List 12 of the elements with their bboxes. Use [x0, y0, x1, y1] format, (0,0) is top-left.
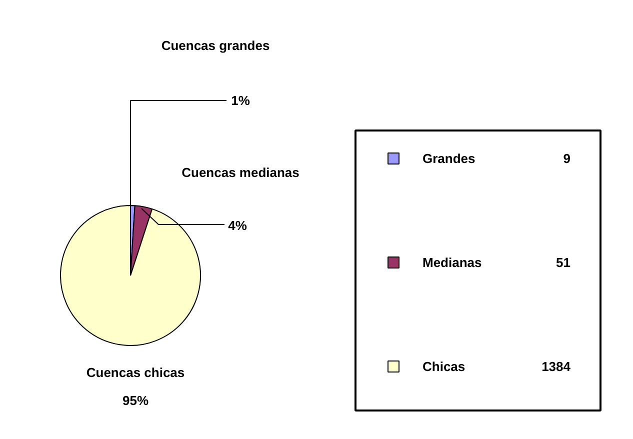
- legend-label: Medianas: [422, 255, 482, 270]
- text: 1384: [542, 359, 572, 374]
- text: 9: [563, 151, 571, 166]
- data-label: 1%: [231, 93, 250, 108]
- legend-label: Grandes: [422, 151, 476, 166]
- data-label: 95%: [122, 393, 149, 408]
- text: Cuencas chicas: [86, 365, 185, 380]
- legend-label: Chicas: [422, 359, 466, 374]
- text: 51: [556, 255, 571, 270]
- text: Cuencas grandes: [161, 38, 270, 53]
- data-label: 4%: [228, 218, 248, 233]
- text: Cuencas medianas: [182, 165, 300, 180]
